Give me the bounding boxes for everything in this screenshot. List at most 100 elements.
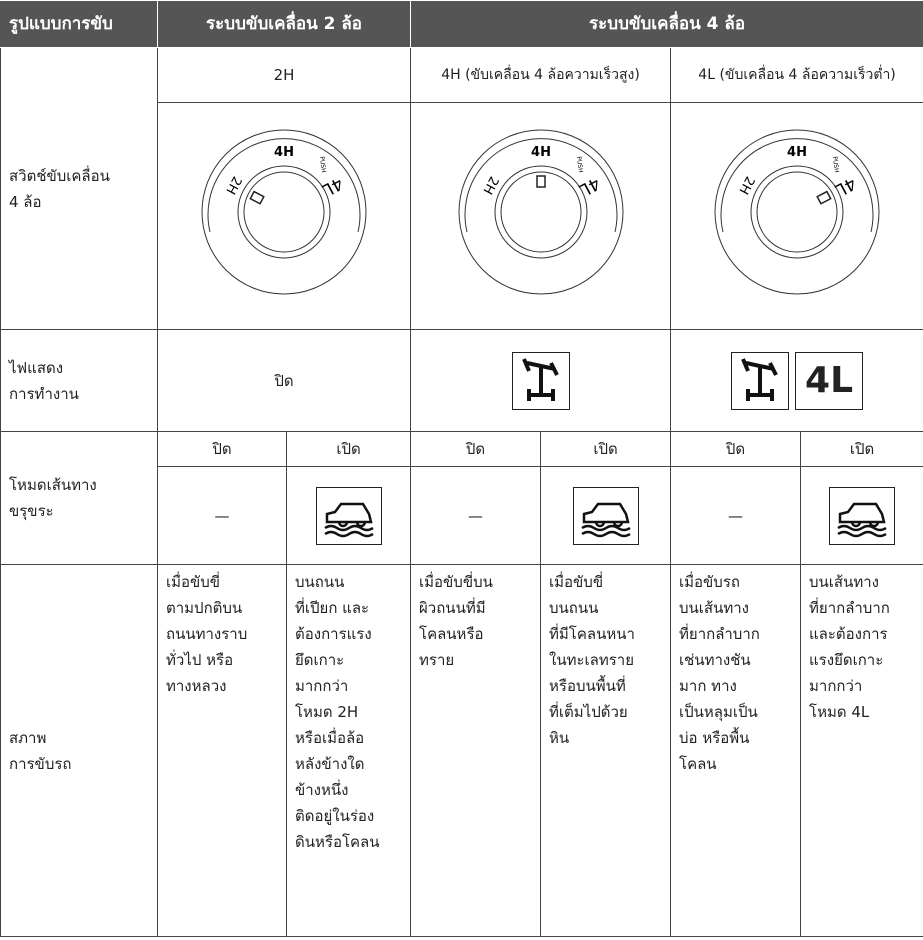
dial-arc [720,138,874,233]
mode-name: 4H (ขับเคลื่อน 4 ล้อความเร็วสูง) [410,47,672,103]
terrain-icon-cell [800,466,923,565]
text-line: โหมด 4L [809,703,870,721]
text-line: โคลนหรือ [419,625,484,643]
dial-knob-inner [756,171,838,253]
indicator-cell [410,329,672,432]
terrain-svg [323,502,374,537]
text-line: ทั่วไป หรือ [166,651,234,669]
axle-svg [521,357,559,401]
dial-label: 2H [222,174,244,197]
text-line: ติดอยู่ในร่อง [295,807,375,825]
pointer [535,175,546,188]
text-line: หิน [549,729,570,747]
text-line: โหมด 2H [295,703,359,721]
dash: — [157,466,287,565]
text-line: เมื่อขับขี่ [166,573,221,591]
dial-knob-inner [500,171,582,253]
text-line: ขรุขระ [9,502,54,520]
condition: บนเส้นทาง ที่ยากลำบาก และต้องการ แรงยึดเกาะ… [800,564,923,937]
state: เปิด [800,431,923,467]
header-cell: ระบบขับเคลื่อน 2 ล้อ [156,0,412,48]
text-line: ข้างหนึ่ง [295,781,349,799]
text-line: การขับรถ [9,754,72,773]
dial-label: PUSH [574,156,583,173]
text-line: เป็นหลุมเป็น [679,703,758,721]
condition: บนถนน ที่เปียก และ ต้องการแรง ยึดเกาะ มากกว่… [285,564,412,937]
wave-shape [580,524,631,537]
axle-shape [741,357,778,401]
text-line: ยึดเกาะ [295,651,345,669]
dial-pointer [816,190,832,205]
row-label: ไฟแสดงการทำงาน [0,329,158,432]
text-line: เมื่อขับรถ [679,573,740,591]
terrain-icon [829,486,896,545]
dial-cell: 4H 2H 4L PUSH [156,102,412,330]
mode-row: สวิตช์ขับเคลื่อน 4 ล้อ 2H 4H (ขับเคลื่อน … [0,47,923,330]
text-line: หรือเมื่อล้อ [295,729,365,747]
dial-pointer [249,190,265,205]
text-line: ทางหลวง [166,677,227,695]
wave-shape [837,524,887,537]
4l-icon: 4L [795,351,864,410]
dial-label: 2H [735,174,757,197]
state: เปิด [540,431,672,467]
text-line: ต้องการแรง [295,625,372,643]
text-line: มาก ทาง [679,677,737,695]
axle-shape [521,357,559,401]
dial-label: 2H [479,174,501,197]
dial-label: PUSH [318,156,327,173]
axle-icon [731,351,790,410]
dial-knob [494,165,588,259]
dial-knob [237,165,331,259]
terrain-icon-cell [540,466,672,565]
car-shape [838,502,886,527]
dial-cell: 4H 2H 4L PUSH [670,102,923,330]
text-line: สวิตช์ขับเคลื่อน [9,166,110,185]
dial-outer [458,129,624,295]
indicator-row: ไฟแสดงการทำงาน ปิด 4L [0,329,923,432]
text-line: ที่เต็มไปด้วย [549,703,628,721]
row-label: โหมดเส้นทาง ขรุขระ [0,431,158,565]
text-line: หรือบนพื้นที่ [549,677,626,695]
dial-label: 4H [274,145,294,160]
state: ปิด [157,431,287,467]
car-shape [582,502,630,527]
terrain-svg [580,502,631,537]
text-line: ทราย [419,651,455,669]
indicator-cell: 4L [670,329,923,432]
header-cell: รูปแบบการขับ [0,0,158,48]
row-label: สภาพการขับรถ [0,564,158,937]
dash: — [410,466,542,565]
dial-label: 4H [787,145,807,160]
text-line: สภาพ [9,728,47,747]
text-line: บ่อ หรือพื้น [679,729,750,747]
text-line: ดินหรือโคลน [295,833,380,851]
text-line: เช่นทางชัน [679,651,751,669]
terrain-icon [572,486,639,545]
text-line: 4 ล้อ [9,192,42,211]
dial-cell: 4H 2H 4L PUSH [410,102,672,330]
condition: เมื่อขับขี่ บนถนน ที่มีโคลนหนา ในทะเลทราย หร… [540,564,672,937]
header-cell: ระบบขับเคลื่อน 4 ล้อ [410,0,923,48]
text-line: บนถนน [295,573,345,591]
text-line: แรงยึดเกาะ [809,651,884,669]
dial-outer [201,129,367,295]
mode-name: 4L (ขับเคลื่อน 4 ล้อความเร็วต่ำ) [670,47,923,103]
text-line: ถนนทางราบ [166,625,248,643]
text-line: มากกว่า [295,677,349,695]
indicator-off: ปิด [156,329,412,432]
switch-row: 4H 2H 4L PUSH 4H 2H 4L PUSH 4H 2H 4L PUSH [1,102,923,330]
terrain-icon-cell [285,466,412,565]
wave-shape [323,524,374,537]
dial-label: PUSH [831,156,840,173]
dial-knob [750,165,844,259]
text-line: การทำงาน [9,384,79,403]
text-line: ไฟแสดง [9,358,64,377]
text-line: ในทะเลทราย [549,651,635,669]
dial-pointer [535,175,546,188]
dial-arc [207,138,361,233]
text-line: เมื่อขับขี่ [549,573,604,591]
mode-name: 2H [156,47,412,103]
